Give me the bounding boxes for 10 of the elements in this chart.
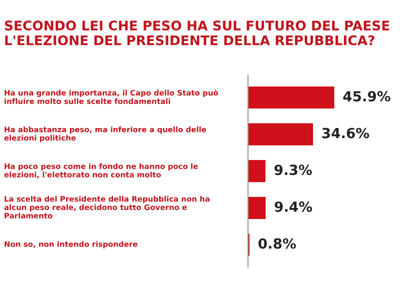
bar	[248, 196, 266, 219]
data-label: 45.9%	[343, 91, 390, 102]
chart-title: SECONDO LEI CHE PESO HA SUL FUTURO DEL PAESE L'ELEZIONE DEL PRESIDENTE DELLA REPUBBLICA?	[4, 20, 390, 46]
bar	[248, 123, 314, 146]
data-label: 0.8%	[258, 238, 296, 249]
bar	[248, 160, 266, 182]
data-label: 34.6%	[322, 128, 370, 138]
data-label: 9.4%	[274, 201, 312, 212]
bar	[248, 86, 334, 109]
data-label: 9.3%	[274, 164, 312, 176]
